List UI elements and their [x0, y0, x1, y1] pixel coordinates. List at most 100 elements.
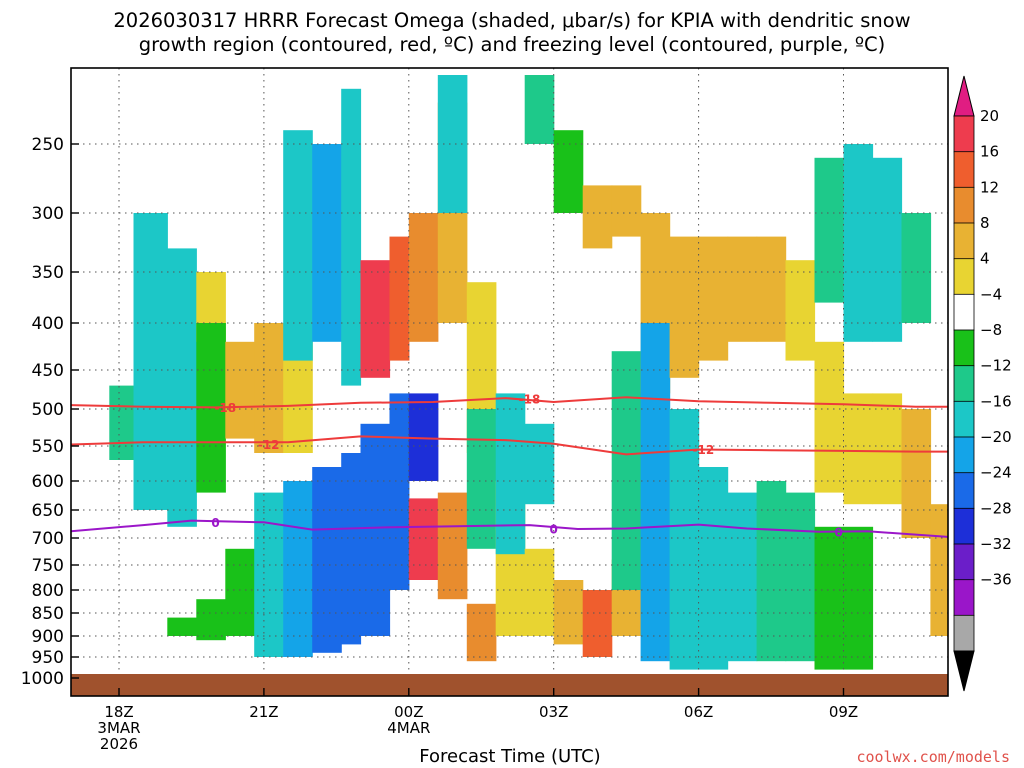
colorbar-block: [953, 115, 975, 153]
y-tick-label: 400: [32, 314, 64, 334]
colorbar-block: [953, 365, 975, 403]
omega-cell-positive: [756, 236, 787, 342]
x-tick-label: 03Z: [539, 703, 568, 721]
contour-label-freezing: 0: [211, 516, 219, 530]
y-tick-label: 300: [32, 204, 64, 224]
colorbar-label: −20: [980, 428, 1012, 446]
omega-cell-negative: [843, 526, 874, 670]
omega-cell-negative: [495, 393, 526, 555]
omega-cell-negative: [389, 393, 410, 590]
omega-shading: [109, 75, 1024, 670]
omega-cell-positive: [814, 341, 845, 493]
x-tick-label: 00Z: [394, 703, 423, 721]
y-axis: 250 300 350 400 450 500 550 600 650 700 750 800 850 9…: [21, 135, 79, 689]
colorbar-label: 20: [980, 107, 999, 125]
omega-cell-negative: [640, 323, 671, 662]
omega-cell-negative: [785, 492, 816, 662]
colorbar-block: [953, 258, 975, 296]
omega-cell-positive: [843, 393, 874, 505]
omega-cell-negative: [553, 130, 584, 213]
y-tick-label: 500: [32, 400, 64, 420]
omega-cell-negative: [756, 481, 787, 662]
y-tick-label: 550: [32, 437, 64, 457]
colorbar-block: [953, 329, 975, 367]
omega-cell-negative: [109, 385, 135, 460]
omega-cell-negative: [341, 453, 362, 645]
colorbar-block: [953, 543, 975, 581]
plot-frame: [70, 67, 949, 697]
y-tick-label: 850: [32, 604, 64, 624]
omega-cell-negative: [814, 157, 845, 303]
omega-cell-positive: [1017, 370, 1024, 636]
colorbar-block: [953, 436, 975, 474]
x-tick-label: 18Z: [104, 703, 133, 721]
omega-cell-positive: [225, 341, 255, 439]
credit-link[interactable]: coolwx.com/models: [856, 748, 1010, 766]
y-tick-label: 250: [32, 135, 64, 155]
omega-cell-positive: [698, 236, 729, 361]
omega-cell-negative: [669, 409, 700, 670]
omega-cell-negative: [283, 481, 313, 657]
colorbar-bottom-arrow: [953, 650, 975, 692]
omega-cell-negative: [254, 492, 284, 657]
y-tick-label: 600: [32, 472, 64, 492]
y-tick-label: 1000: [21, 669, 64, 689]
omega-cell-negative: [466, 409, 497, 549]
omega-cell-positive: [553, 580, 584, 645]
omega-cell-positive: [524, 548, 555, 636]
y-tick-label: 700: [32, 529, 64, 549]
omega-cell-positive: [466, 603, 497, 662]
colorbar-label: −28: [980, 499, 1012, 517]
colorbar-block: [953, 186, 975, 224]
contour-label-freezing: 0: [550, 523, 558, 537]
colorbar-label: −12: [980, 357, 1012, 375]
colorbar-label: −16: [980, 392, 1012, 410]
colorbar-block: [953, 151, 975, 189]
colorbar: 20 16 12 8 4 −4 −8 −12 −16 −20 −24 −28 −32 −36: [953, 75, 1012, 692]
omega-cell-positive: [254, 323, 284, 453]
omega-cell-positive: [437, 492, 468, 600]
contour-label-minus12: -12: [258, 438, 280, 452]
y-tick-label: 950: [32, 648, 64, 668]
x-tick-label: 2026: [100, 735, 138, 753]
omega-cell-positive: [360, 260, 391, 378]
omega-cell-negative: [872, 157, 903, 342]
x-tick-label: 3MAR: [97, 719, 140, 737]
dgz-minus18-contour: [71, 396, 948, 409]
colorbar-top-arrow: [953, 75, 975, 117]
omega-cell-negative: [167, 248, 197, 527]
colorbar-label: −32: [980, 535, 1012, 553]
omega-cell-negative: [341, 88, 362, 386]
omega-cell-negative: [843, 144, 874, 342]
ground-terrain: [71, 674, 948, 696]
colorbar-label: −36: [980, 571, 1012, 589]
omega-cell-negative: [167, 617, 197, 636]
y-tick-label: 450: [32, 361, 64, 381]
omega-cell-positive: [901, 409, 932, 538]
dgz-minus12-contour: [71, 435, 948, 456]
colorbar-block: [953, 579, 975, 617]
contour-labels: -18 -18 -12 -12 0 0 0: [211, 392, 843, 539]
omega-cell-negative: [814, 526, 845, 670]
contour-lines: [71, 396, 948, 538]
x-tick-label: 09Z: [829, 703, 858, 721]
colorbar-block: [953, 472, 975, 510]
colorbar-label: 12: [980, 178, 999, 196]
colorbar-label: 4: [980, 250, 990, 268]
contour-label-minus12: -12: [693, 443, 715, 457]
x-tick-label: 4MAR: [387, 719, 430, 737]
contour-label-freezing: 0: [835, 525, 843, 539]
colorbar-block: [953, 614, 975, 652]
y-tick-label: 800: [32, 581, 64, 601]
omega-cell-negative: [901, 213, 932, 323]
chart-title-line1: 2026030317 HRRR Forecast Omega (shaded, …: [113, 9, 911, 32]
omega-cell-positive: [582, 185, 613, 249]
omega-cell-negative: [225, 548, 255, 636]
freezing-level-contour: [71, 519, 948, 538]
omega-cell-positive: [669, 236, 700, 378]
colorbar-label: 16: [980, 143, 999, 161]
omega-cell-negative: [727, 492, 758, 662]
y-tick-label: 350: [32, 263, 64, 283]
